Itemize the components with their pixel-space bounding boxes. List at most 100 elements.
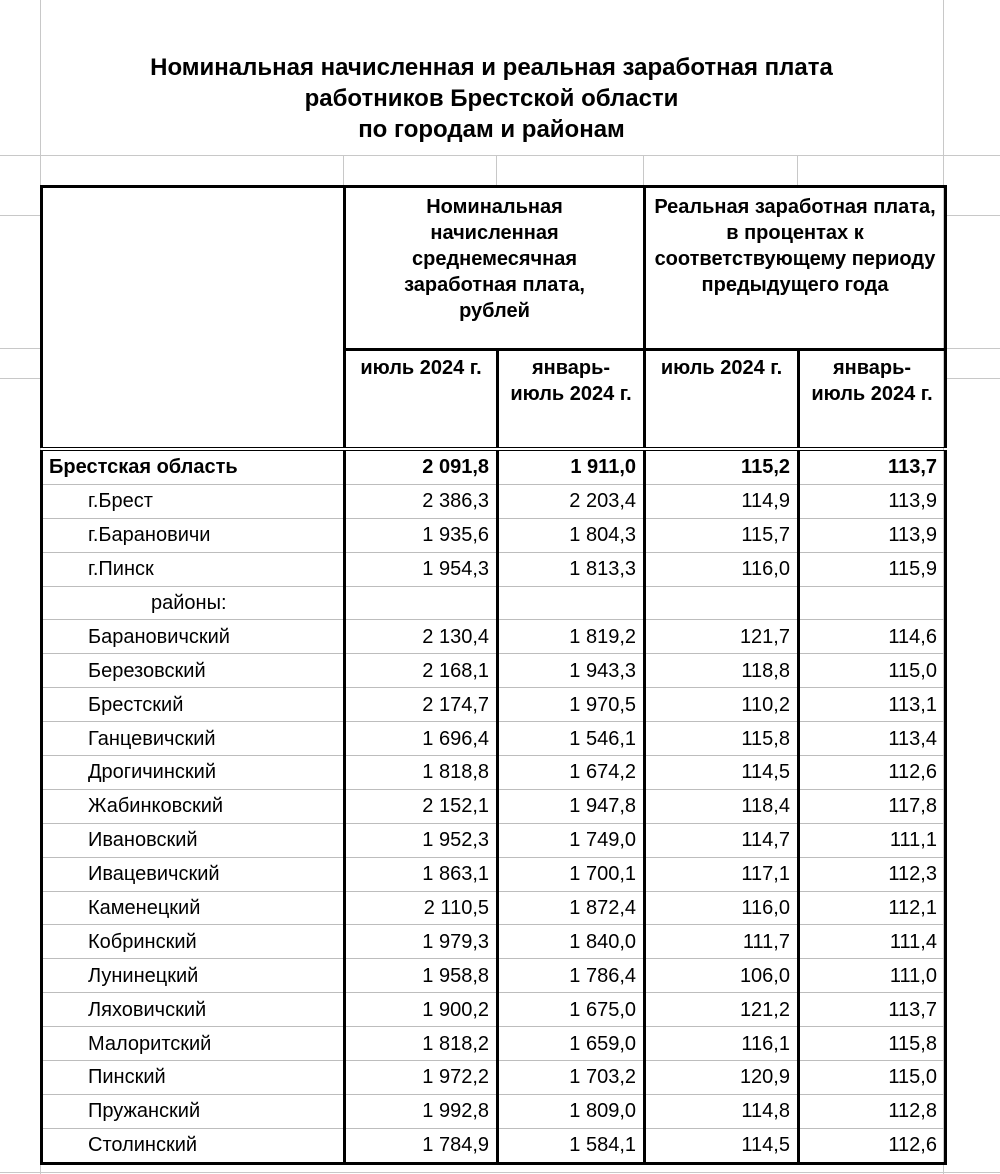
row-name: Брестский [40, 687, 346, 723]
row-name: г.Барановичи [40, 518, 346, 553]
value-cell: 120,9 [643, 1060, 800, 1095]
value-cell: 106,0 [643, 958, 800, 994]
value-cell: 1 819,2 [496, 619, 646, 655]
value-cell: 114,7 [643, 823, 800, 858]
row-name: районы: [40, 586, 346, 621]
table-row: Брестский 2 174,7 1 970,5 110,2 113,1 [40, 687, 947, 723]
value-cell: 1 947,8 [496, 789, 646, 824]
value-cell: 112,6 [797, 1128, 947, 1165]
value-cell: 117,8 [797, 789, 947, 824]
header-row: Номинальная начисленная среднемесячная з… [40, 185, 947, 451]
value-cell: 1 674,2 [496, 755, 646, 790]
table-row: районы: [40, 586, 947, 621]
value-cell: 113,7 [797, 992, 947, 1028]
title-line: Номинальная начисленная и реальная зараб… [150, 54, 833, 81]
table-row: Ивановский 1 952,3 1 749,0 114,7 111,1 [40, 823, 947, 858]
value-cell: 1 911,0 [496, 449, 646, 485]
value-cell: 114,8 [643, 1094, 800, 1129]
table-row: Малоритский 1 818,2 1 659,0 116,1 115,8 [40, 1026, 947, 1062]
value-cell: 1 900,2 [343, 992, 499, 1028]
row-name: Ивацевичский [40, 857, 346, 892]
subheader-cell: июль 2024 г. [643, 348, 800, 451]
value-cell: 115,8 [643, 721, 800, 757]
row-name: г.Пинск [40, 552, 346, 587]
value-cell: 117,1 [643, 857, 800, 892]
value-cell: 115,2 [643, 449, 800, 485]
gridline [643, 155, 644, 185]
value-cell: 1 952,3 [343, 823, 499, 858]
value-cell: 116,1 [643, 1026, 800, 1062]
row-name: Столинский [40, 1128, 346, 1165]
value-cell: 1 546,1 [496, 721, 646, 757]
gridline [797, 155, 798, 185]
table-row: Столинский 1 784,9 1 584,1 114,5 112,6 [40, 1128, 947, 1165]
row-name: Каменецкий [40, 891, 346, 926]
table-row: г.Барановичи 1 935,6 1 804,3 115,7 113,9 [40, 518, 947, 553]
gridline [496, 155, 497, 185]
gridline [943, 378, 1000, 379]
wage-table: Номинальная начисленная среднемесячная з… [40, 185, 947, 1165]
row-name: Ляховичский [40, 992, 346, 1028]
value-cell: 111,4 [797, 924, 947, 960]
value-cell: 113,7 [797, 449, 947, 485]
value-cell: 2 174,7 [343, 687, 499, 723]
value-cell: 110,2 [643, 687, 800, 723]
header-real: Реальная заработная плата, в процентах к… [643, 185, 947, 351]
title-line: по городам и районам [358, 116, 625, 143]
row-name: Брестская область [40, 449, 346, 485]
subheader-row: июль 2024 г. январь-июль 2024 г. июль 20… [42, 348, 947, 451]
row-name: Малоритский [40, 1026, 346, 1062]
value-cell: 2 152,1 [343, 789, 499, 824]
table-row: Брестская область 2 091,8 1 911,0 115,2 113,… [40, 449, 947, 485]
value-cell: 1 840,0 [496, 924, 646, 960]
value-cell: 112,8 [797, 1094, 947, 1129]
table-row: Кобринский 1 979,3 1 840,0 111,7 111,4 [40, 924, 947, 960]
value-cell: 1 954,3 [343, 552, 499, 587]
table-row: Пружанский 1 992,8 1 809,0 114,8 112,8 [40, 1094, 947, 1129]
row-name: Лунинецкий [40, 958, 346, 994]
value-cell: 116,0 [643, 552, 800, 587]
value-cell [643, 586, 800, 621]
value-cell: 2 110,5 [343, 891, 499, 926]
value-cell: 1 943,3 [496, 653, 646, 689]
value-cell: 113,9 [797, 484, 947, 519]
table-row: Жабинковский 2 152,1 1 947,8 118,4 117,8 [40, 789, 947, 824]
value-cell: 114,9 [643, 484, 800, 519]
table-row: Ляховичский 1 900,2 1 675,0 121,2 113,7 [40, 992, 947, 1028]
value-cell: 115,7 [643, 518, 800, 553]
table-row: Пинский 1 972,2 1 703,2 120,9 115,0 [40, 1060, 947, 1095]
value-cell: 113,1 [797, 687, 947, 723]
gridline [40, 0, 41, 1174]
header-corner [40, 185, 346, 451]
value-cell: 115,8 [797, 1026, 947, 1062]
value-cell: 115,9 [797, 552, 947, 587]
value-cell: 1 675,0 [496, 992, 646, 1028]
row-name: Кобринский [40, 924, 346, 960]
value-cell: 1 784,9 [343, 1128, 499, 1165]
value-cell: 111,7 [643, 924, 800, 960]
value-cell [797, 586, 947, 621]
value-cell: 2 130,4 [343, 619, 499, 655]
value-cell: 1 972,2 [343, 1060, 499, 1095]
value-cell: 1 863,1 [343, 857, 499, 892]
gridline [943, 215, 1000, 216]
value-cell: 2 203,4 [496, 484, 646, 519]
value-cell: 1 958,8 [343, 958, 499, 994]
subheader-cell: июль 2024 г. [343, 348, 499, 451]
table-row: Каменецкий 2 110,5 1 872,4 116,0 112,1 [40, 891, 947, 926]
page-title: Номинальная начисленная и реальная зараб… [40, 52, 943, 145]
value-cell: 113,4 [797, 721, 947, 757]
value-cell: 1 659,0 [496, 1026, 646, 1062]
gridline [0, 348, 40, 349]
value-cell: 111,0 [797, 958, 947, 994]
row-name: Ганцевичский [40, 721, 346, 757]
table-row: Ивацевичский 1 863,1 1 700,1 117,1 112,3 [40, 857, 947, 892]
table-row: Дрогичинский 1 818,8 1 674,2 114,5 112,6 [40, 755, 947, 790]
row-name: Ивановский [40, 823, 346, 858]
row-name: Березовский [40, 653, 346, 689]
value-cell: 2 091,8 [343, 449, 499, 485]
subheader-cell: январь-июль 2024 г. [496, 348, 646, 451]
table-row: г.Брест 2 386,3 2 203,4 114,9 113,9 [40, 484, 947, 519]
value-cell: 115,0 [797, 1060, 947, 1095]
table-row: Барановичский 2 130,4 1 819,2 121,7 114,6 [40, 619, 947, 655]
